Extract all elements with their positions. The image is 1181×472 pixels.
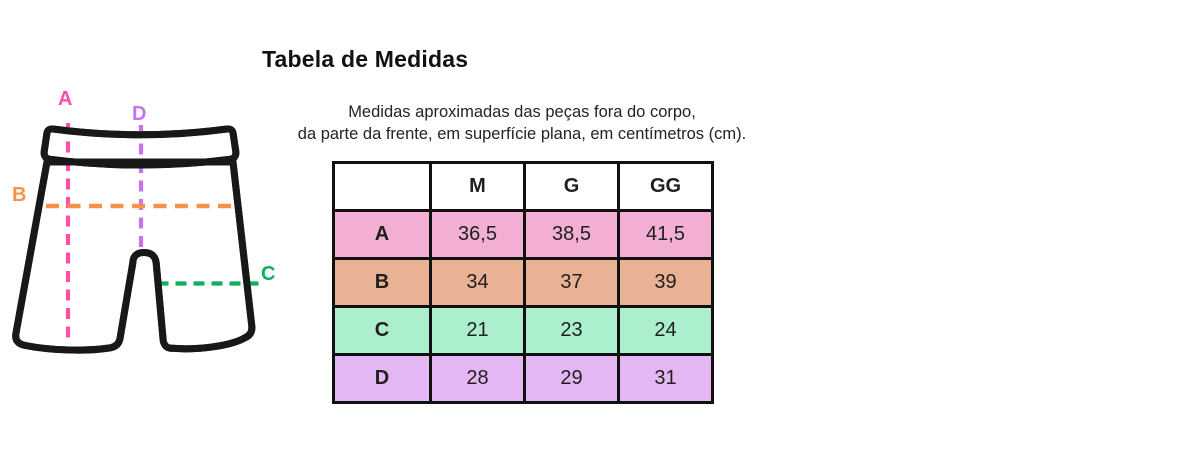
table-header-row: M G GG — [332, 161, 714, 212]
value-cell-b-gg: 39 — [617, 257, 714, 308]
row-label-cell: B — [332, 257, 432, 308]
row-label-cell: D — [332, 353, 432, 404]
row-label-cell: A — [332, 209, 432, 260]
value-cell-c-m: 21 — [429, 305, 526, 356]
value-cell-d-gg: 31 — [617, 353, 714, 404]
measurement-label-a: A — [58, 88, 73, 110]
table-row-b: B 34 37 39 — [332, 257, 714, 308]
value-cell-b-g: 37 — [523, 257, 620, 308]
table-row-c: C 21 23 24 — [332, 305, 714, 356]
measurement-label-c: C — [261, 263, 276, 285]
table-header-cell-g: G — [523, 161, 620, 212]
value-cell-b-m: 34 — [429, 257, 526, 308]
value-cell-c-gg: 24 — [617, 305, 714, 356]
value-cell-d-m: 28 — [429, 353, 526, 404]
value-cell-a-g: 38,5 — [523, 209, 620, 260]
table-header-cell-m: M — [429, 161, 526, 212]
value-cell-a-m: 36,5 — [429, 209, 526, 260]
value-cell-a-gg: 41,5 — [617, 209, 714, 260]
measurement-table: M G GG A 36,5 38,5 41,5 B 34 37 39 C 21 … — [332, 161, 714, 404]
subtitle-line-2: da parte da frente, em superfície plana,… — [297, 124, 747, 143]
measurement-label-b: B — [12, 184, 27, 206]
table-header-cell-gg: GG — [617, 161, 714, 212]
page-title: Tabela de Medidas — [262, 46, 469, 72]
table-row-a: A 36,5 38,5 41,5 — [332, 209, 714, 260]
table-corner-cell — [332, 161, 432, 212]
value-cell-d-g: 29 — [523, 353, 620, 404]
measurement-label-d: D — [132, 103, 147, 125]
row-label-cell: C — [332, 305, 432, 356]
table-row-d: D 28 29 31 — [332, 353, 714, 404]
value-cell-c-g: 23 — [523, 305, 620, 356]
shorts-diagram — [0, 123, 260, 370]
subtitle: Medidas aproximadas das peças fora do co… — [283, 102, 761, 146]
subtitle-line-1: Medidas aproximadas das peças fora do co… — [348, 103, 696, 121]
